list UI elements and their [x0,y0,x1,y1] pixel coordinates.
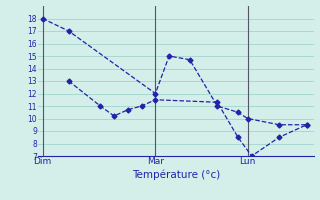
X-axis label: Température (°c): Température (°c) [132,169,220,180]
